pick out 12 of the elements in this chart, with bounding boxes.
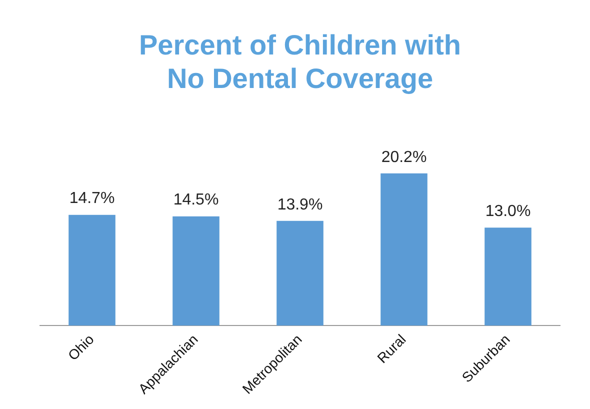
data-label: 14.5% <box>173 192 219 209</box>
data-label: 13.9% <box>277 196 323 214</box>
data-label: 14.7% <box>69 190 115 208</box>
data-label: 20.2% <box>381 148 427 166</box>
bar <box>172 216 220 326</box>
bar <box>380 173 428 326</box>
bar <box>276 220 324 326</box>
x-tick-label: Ohio <box>64 330 97 364</box>
data-label: 13.0% <box>485 203 531 220</box>
bar <box>484 228 532 326</box>
chart-title: Percent of Children with No Dental Coverage <box>138 30 462 94</box>
bar <box>68 214 116 326</box>
